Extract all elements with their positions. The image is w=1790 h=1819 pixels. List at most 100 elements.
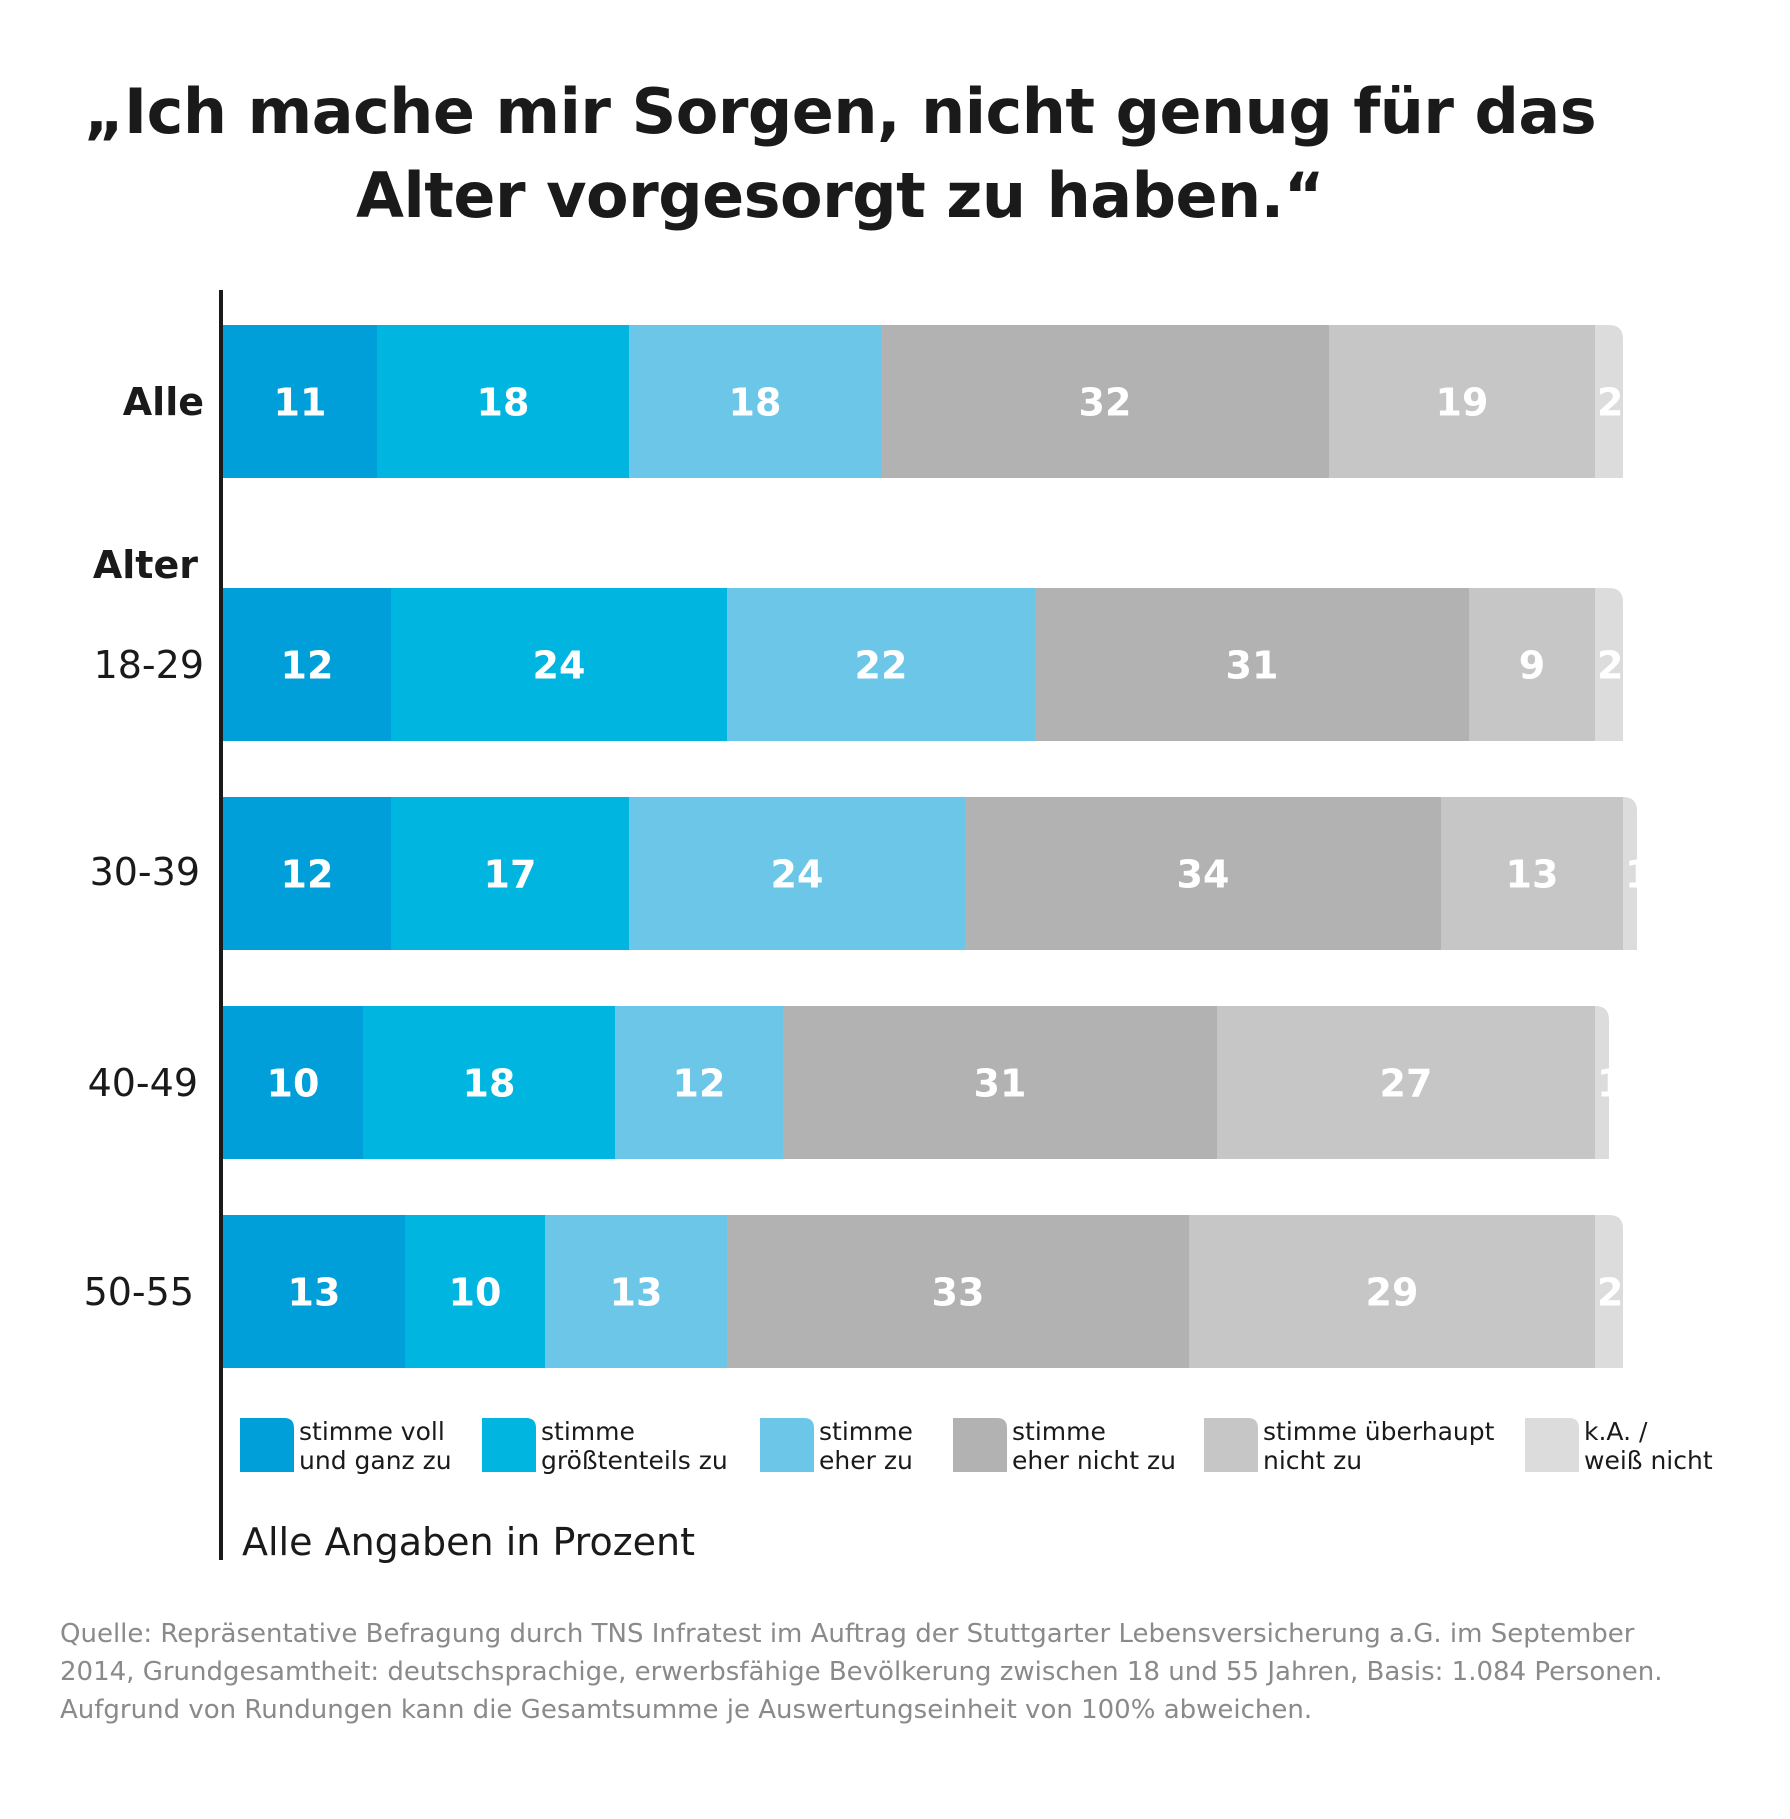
bar-50-55-segment-5 [1189,1215,1596,1368]
value-label-40-49-4: 31 [974,1062,1027,1106]
legend-label-1-line-1: stimme voll [299,1417,445,1446]
value-label-50-55-3: 13 [610,1271,663,1315]
bar-30-39-segment-6 [1623,797,1637,950]
source-note: Quelle: Repräsentative Befragung durch T… [60,1615,1680,1729]
legend-swatch-6 [1525,1418,1579,1472]
value-label-30-39-3: 24 [771,853,824,897]
legend-label-5-line-2: nicht zu [1263,1446,1362,1475]
legend-label-2-line-1: stimme [541,1417,635,1446]
value-label-18-29-6: 2 [1597,644,1623,688]
bar-18-29-segment-3 [727,588,1036,741]
bar-50-55-segment-2 [405,1215,546,1368]
legend-label-4-line-1: stimme [1012,1417,1106,1446]
legend-label-3-line-1: stimme [819,1417,913,1446]
value-label-alle-2: 18 [477,381,530,425]
value-label-50-55-6: 2 [1597,1271,1623,1315]
value-label-40-49-6: 1 [1597,1062,1623,1106]
source-line-2: 2014, Grundgesamtheit: deutschsprachige,… [60,1657,1663,1687]
value-label-30-39-1: 12 [281,853,334,897]
legend-label-4-line-2: eher nicht zu [1012,1446,1176,1475]
legend-swatch-2 [482,1418,536,1472]
value-label-30-39-4: 34 [1177,853,1230,897]
bar-30-39-segment-2 [391,797,630,950]
value-label-50-55-5: 29 [1366,1271,1419,1315]
bar-30-39-segment-1 [223,797,392,950]
unit-note: Alle Angaben in Prozent [242,1520,696,1564]
value-label-30-39-5: 13 [1506,853,1559,897]
bar-50-55-segment-4 [727,1215,1190,1368]
category-label-40-49: 40-49 [88,1061,198,1105]
bar-alle-segment-4 [881,325,1330,478]
legend-swatch-1 [240,1418,294,1472]
chart-title-line-1: „Ich mache mir Sorgen, nicht genug für d… [83,75,1597,148]
source-line-1: Quelle: Repräsentative Befragung durch T… [60,1619,1635,1649]
value-label-18-29-1: 12 [281,644,334,688]
value-label-50-55-1: 13 [288,1271,341,1315]
chart-title: „Ich mache mir Sorgen, nicht genug für d… [60,70,1620,238]
value-label-50-55-4: 33 [932,1271,985,1315]
stacked-bar-chart: 11 18 18 32 19 212 24 22 31 9 212 17 24 34 13 110 18 12 31… [84,290,1713,1560]
value-label-40-49-5: 27 [1380,1062,1433,1106]
bar-30-39-segment-4 [965,797,1442,950]
bar-40-49-segment-6 [1595,1006,1609,1159]
value-label-30-39-6: 1 [1625,853,1651,897]
bar-18-29-segment-6 [1595,588,1623,741]
value-label-18-29-4: 31 [1226,644,1279,688]
bar-alle-segment-1 [223,325,378,478]
legend-item-6: k.A. /weiß nicht [1525,1417,1713,1475]
bar-30-39-segment-5 [1441,797,1624,950]
bars-layer: 11 18 18 32 19 212 24 22 31 9 212 17 24 34 13 110 18 12 31… [223,325,1651,1368]
bar-40-49-segment-3 [615,1006,784,1159]
value-label-40-49-2: 18 [463,1062,516,1106]
category-label-50-55: 50-55 [84,1270,194,1314]
bar-18-29-segment-2 [391,588,728,741]
legend-swatch-3 [760,1418,814,1472]
category-label-alle: Alle [123,380,204,424]
bar-40-49-segment-4 [783,1006,1218,1159]
bar-alle-segment-5 [1329,325,1596,478]
bar-30-39-segment-3 [629,797,966,950]
bar-18-29-segment-1 [223,588,392,741]
value-label-30-39-2: 17 [484,853,537,897]
bar-40-49-segment-2 [363,1006,616,1159]
legend-swatch-5 [1204,1418,1258,1472]
value-label-alle-6: 2 [1597,381,1623,425]
value-label-18-29-2: 24 [533,644,586,688]
bar-50-55-segment-1 [223,1215,406,1368]
bar-50-55-segment-3 [545,1215,728,1368]
value-label-alle-4: 32 [1079,381,1132,425]
value-label-50-55-2: 10 [449,1271,502,1315]
legend-label-5-line-1: stimme überhaupt [1263,1417,1495,1446]
value-label-alle-1: 11 [274,381,327,425]
value-label-alle-3: 18 [729,381,782,425]
category-label-18-29: 18-29 [94,643,204,687]
legend-label-1-line-2: und ganz zu [299,1446,452,1475]
chart-title-line-2: Alter vorgesorgt zu haben.“ [356,159,1324,232]
legend-swatch-4 [953,1418,1007,1472]
legend-label-2-line-2: größtenteils zu [541,1446,728,1475]
bar-18-29-segment-4 [1035,588,1470,741]
source-line-3: Aufgrund von Rundungen kann die Gesamtsu… [60,1695,1313,1725]
bar-40-49-segment-1 [223,1006,364,1159]
legend-label-6-line-2: weiß nicht [1584,1446,1713,1475]
group-label-alter: Alter [93,543,198,587]
bar-alle-segment-6 [1595,325,1623,478]
legend-label-3-line-2: eher zu [819,1446,913,1475]
value-label-18-29-5: 9 [1519,644,1545,688]
legend-label-6-line-1: k.A. / [1584,1417,1648,1446]
value-label-alle-5: 19 [1436,381,1489,425]
bar-alle-segment-3 [629,325,882,478]
bar-50-55-segment-6 [1595,1215,1623,1368]
value-label-18-29-3: 22 [855,644,908,688]
category-labels: Alter Alle 18-29 30-39 40-49 50-55 [84,380,204,1314]
value-label-40-49-1: 10 [267,1062,320,1106]
value-label-40-49-3: 12 [673,1062,726,1106]
bar-alle-segment-2 [377,325,630,478]
bar-18-29-segment-5 [1469,588,1596,741]
